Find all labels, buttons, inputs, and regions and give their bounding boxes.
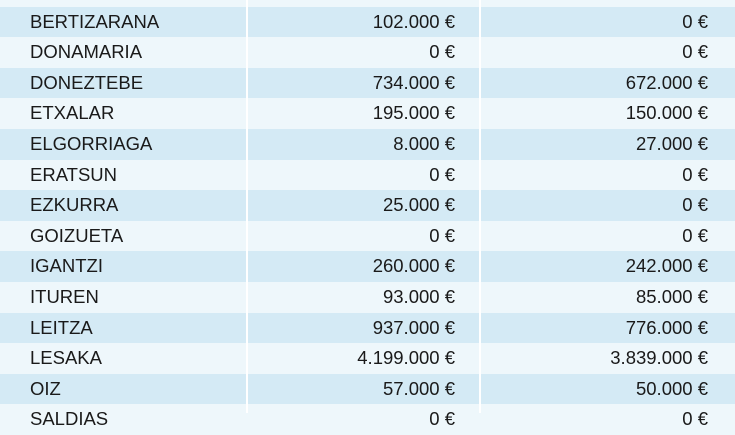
amount: 0 € bbox=[682, 163, 708, 185]
column-separator bbox=[479, 0, 481, 413]
table-row: EZKURRA 25.000 € 0 € bbox=[0, 190, 735, 221]
amount: 3.839.000 € bbox=[610, 347, 708, 369]
municipality-name: ITUREN bbox=[30, 285, 99, 307]
amount: 195.000 € bbox=[372, 102, 455, 124]
amount: 102.000 € bbox=[372, 10, 455, 32]
amount: 0 € bbox=[682, 408, 708, 430]
amount: 85.000 € bbox=[635, 285, 708, 307]
table-row: LEITZA 937.000 € 776.000 € bbox=[0, 312, 735, 344]
table-row: IGANTZI 260.000 € 242.000 € bbox=[0, 251, 735, 282]
amount: 50.000 € bbox=[635, 377, 708, 399]
table-row: DONEZTEBE 734.000 € 672.000 € bbox=[0, 67, 735, 99]
municipality-name: SALDIAS bbox=[30, 408, 109, 430]
municipality-name: LEITZA bbox=[30, 316, 93, 338]
municipality-name: EZKURRA bbox=[30, 194, 119, 216]
municipality-name: LESAKA bbox=[30, 347, 102, 369]
amount: 0 € bbox=[682, 224, 708, 246]
table-row: DONAMARIA 0 € 0 € bbox=[0, 37, 735, 68]
amount: 776.000 € bbox=[625, 316, 708, 338]
table-row: LESAKA 4.199.000 € 3.839.000 € bbox=[0, 343, 735, 374]
amount: 0 € bbox=[682, 10, 708, 32]
column-separator bbox=[246, 0, 248, 413]
table-row: OIZ 57.000 € 50.000 € bbox=[0, 373, 735, 405]
amount: 242.000 € bbox=[625, 255, 708, 277]
municipality-name: ETXALAR bbox=[30, 102, 115, 124]
amount: 0 € bbox=[429, 408, 455, 430]
amount: 260.000 € bbox=[372, 255, 455, 277]
amount: 93.000 € bbox=[382, 285, 455, 307]
amount: 0 € bbox=[429, 224, 455, 246]
amount: 27.000 € bbox=[635, 132, 708, 154]
amount: 937.000 € bbox=[372, 316, 455, 338]
amount: 672.000 € bbox=[625, 71, 708, 93]
municipality-name: IGANTZI bbox=[30, 255, 103, 277]
amount: 57.000 € bbox=[382, 377, 455, 399]
table-row: GOIZUETA 0 € 0 € bbox=[0, 220, 735, 252]
municipality-name: DONEZTEBE bbox=[30, 71, 144, 93]
amount: 0 € bbox=[429, 41, 455, 63]
amount: 4.199.000 € bbox=[357, 347, 455, 369]
table-row: BERA bbox=[0, 0, 735, 7]
amount: 0 € bbox=[429, 163, 455, 185]
municipality-name: BERA bbox=[30, 0, 80, 7]
municipality-name: ELGORRIAGA bbox=[30, 132, 153, 154]
table-row: BERTIZARANA 102.000 € 0 € bbox=[0, 6, 735, 38]
municipality-name: BERTIZARANA bbox=[30, 10, 160, 32]
amount: 25.000 € bbox=[382, 194, 455, 216]
amount: 0 € bbox=[682, 194, 708, 216]
table-row: ITUREN 93.000 € 85.000 € bbox=[0, 281, 735, 313]
municipality-name: OIZ bbox=[30, 377, 61, 399]
municipality-name: DONAMARIA bbox=[30, 41, 143, 63]
municipality-name: GOIZUETA bbox=[30, 224, 124, 246]
municipality-name: ERATSUN bbox=[30, 163, 118, 185]
table-row: ETXALAR 195.000 € 150.000 € bbox=[0, 98, 735, 129]
table-row: ELGORRIAGA 8.000 € 27.000 € bbox=[0, 128, 735, 160]
amount: 150.000 € bbox=[625, 102, 708, 124]
amount: 0 € bbox=[682, 41, 708, 63]
table-row: SALDIAS 0 € 0 € bbox=[0, 404, 735, 435]
amount: 8.000 € bbox=[393, 132, 455, 154]
table-row: ERATSUN 0 € 0 € bbox=[0, 159, 735, 191]
amount: 734.000 € bbox=[372, 71, 455, 93]
